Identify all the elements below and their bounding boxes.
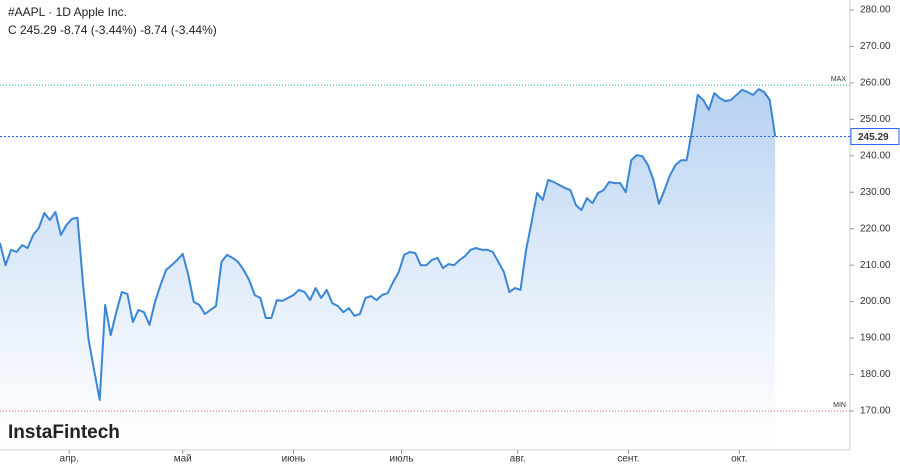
y-tick-label: 190.00: [860, 333, 891, 344]
chart-subtitle: C 245.29 -8.74 (-3.44%) -8.74 (-3.44%): [8, 23, 217, 37]
x-tick-label: июнь: [282, 454, 306, 465]
chart-title: #AAPL · 1D Apple Inc.: [8, 5, 127, 19]
y-tick-label: 200.00: [860, 296, 891, 307]
x-tick-label: авг.: [510, 454, 526, 465]
min-line-label: MIN: [833, 402, 846, 409]
y-tick-label: 210.00: [860, 260, 891, 271]
y-tick-label: 240.00: [860, 150, 891, 161]
last-price-box: [850, 128, 900, 146]
x-tick-label: май: [174, 454, 192, 465]
y-tick-label: 280.00: [860, 5, 891, 16]
x-tick-label: июль: [390, 454, 414, 465]
y-tick-label: 260.00: [860, 78, 891, 89]
y-tick-label: 230.00: [860, 187, 891, 198]
watermark: InstaFintech: [8, 422, 120, 443]
x-tick-label: окт.: [731, 454, 747, 465]
max-line-label: MAX: [831, 76, 847, 83]
y-tick-label: 170.00: [860, 406, 891, 417]
x-tick-label: сент.: [617, 454, 639, 465]
price-line: [0, 88, 777, 401]
y-tick-label: 270.00: [860, 41, 891, 52]
last-price-label: 245.29: [858, 132, 889, 143]
x-tick-label: апр.: [60, 454, 79, 465]
y-tick-label: 250.00: [860, 114, 891, 125]
area: [0, 89, 776, 450]
y-tick-label: 220.00: [860, 223, 891, 234]
y-tick-label: 180.00: [860, 369, 891, 380]
